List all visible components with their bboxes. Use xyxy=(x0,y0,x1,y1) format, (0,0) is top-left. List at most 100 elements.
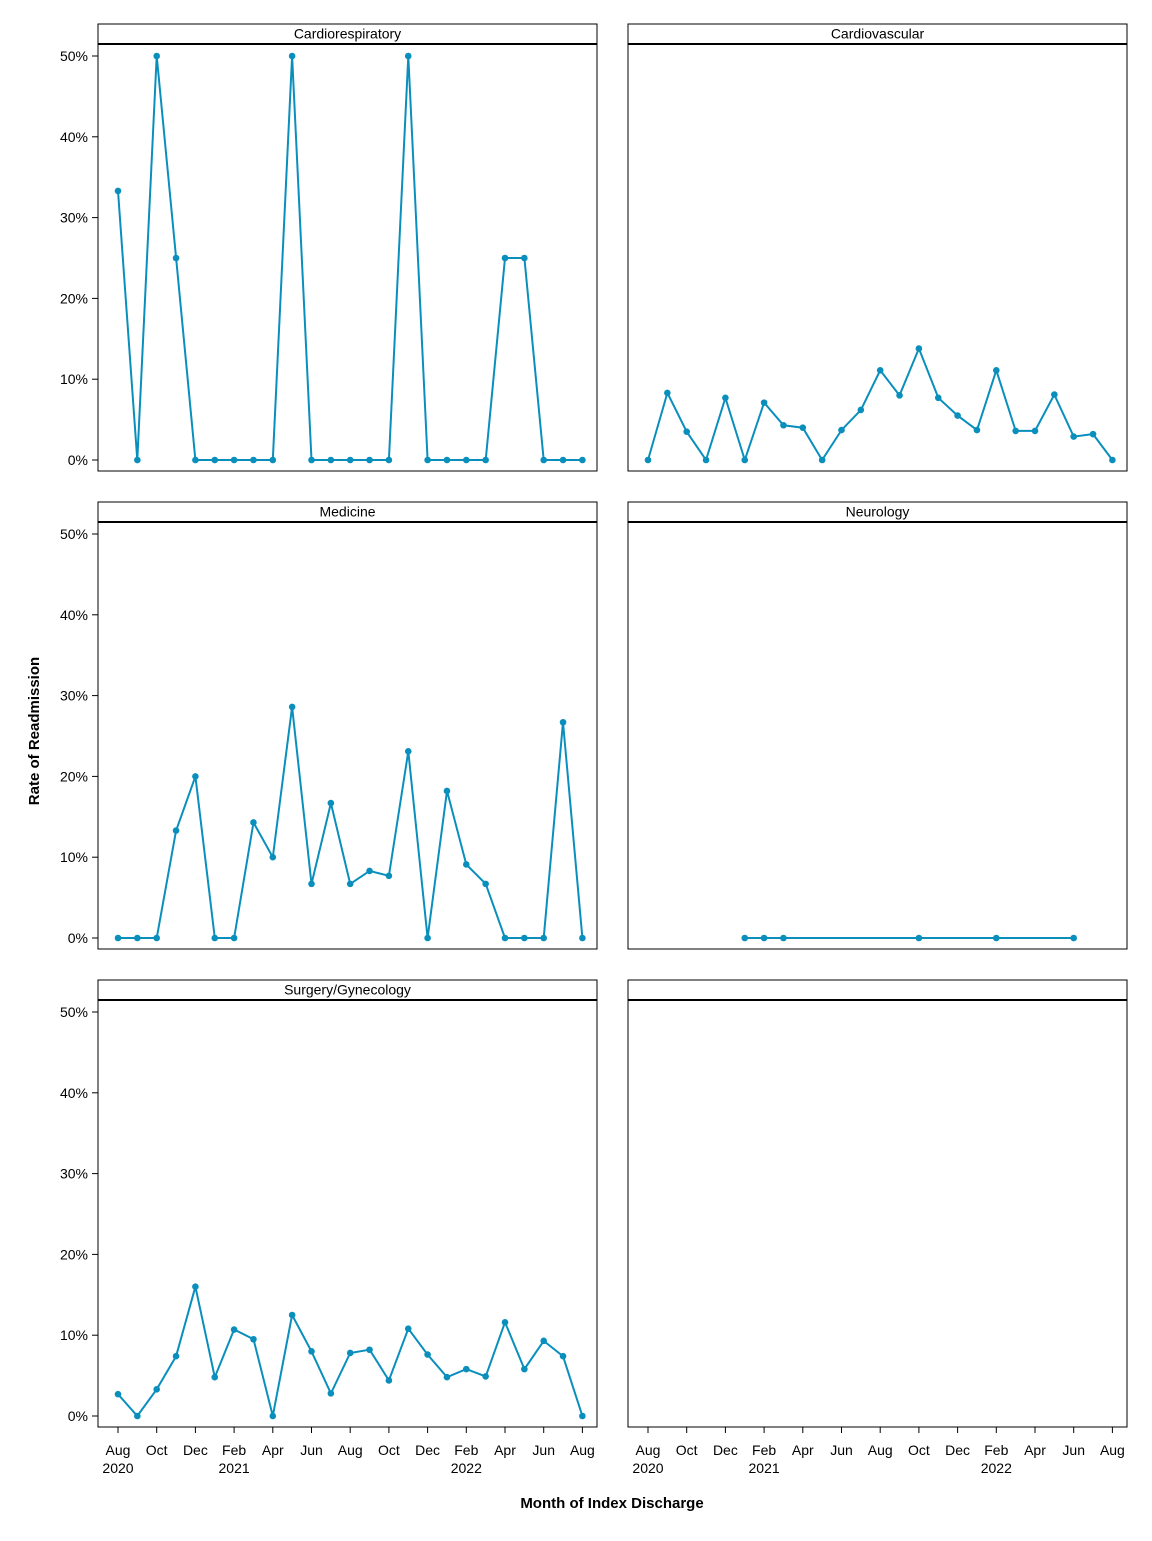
data-point xyxy=(230,934,238,942)
data-point xyxy=(327,1390,335,1397)
x-tick-label: Jun xyxy=(300,1442,323,1458)
data-point xyxy=(876,367,884,374)
data-point xyxy=(288,52,296,60)
x-tick-label: Apr xyxy=(792,1442,814,1458)
panel-empty xyxy=(627,979,1128,1428)
x-tick-year-label: 2021 xyxy=(749,1460,780,1476)
y-tick-label: 10% xyxy=(60,371,88,387)
data-point xyxy=(780,421,787,429)
data-point xyxy=(579,1412,586,1420)
panel-title: Neurology xyxy=(846,504,910,520)
y-tick-label: 0% xyxy=(68,930,88,946)
y-tick-label: 50% xyxy=(60,1004,88,1020)
data-point xyxy=(443,456,451,464)
data-point xyxy=(366,1346,373,1354)
data-point xyxy=(172,827,180,834)
x-tick-label: Aug xyxy=(1100,1442,1125,1458)
x-tick-label: Dec xyxy=(945,1442,970,1458)
x-tick-year-label: 2022 xyxy=(451,1460,482,1476)
data-point xyxy=(1031,427,1039,435)
data-point xyxy=(424,1351,431,1358)
x-tick-label: Aug xyxy=(106,1442,131,1458)
data-point xyxy=(443,787,451,795)
data-point xyxy=(760,399,768,406)
data-point xyxy=(172,254,180,262)
x-tick-label: Feb xyxy=(222,1442,246,1458)
data-point xyxy=(463,456,470,464)
data-point xyxy=(424,456,431,464)
data-point xyxy=(644,456,652,464)
data-point xyxy=(973,426,981,434)
data-point xyxy=(114,1390,122,1398)
data-point xyxy=(308,880,315,888)
x-tick-label: Aug xyxy=(868,1442,893,1458)
x-tick-label: Feb xyxy=(454,1442,478,1458)
panel-title: Medicine xyxy=(319,504,375,520)
data-point xyxy=(915,345,923,352)
data-point xyxy=(404,748,412,755)
x-tick-label: Aug xyxy=(570,1442,595,1458)
x-tick-year-label: 2020 xyxy=(102,1460,133,1476)
data-point xyxy=(702,456,710,464)
data-point xyxy=(501,1318,509,1326)
panel-header xyxy=(627,979,1128,1001)
data-point xyxy=(741,934,749,942)
data-point xyxy=(153,1386,160,1393)
data-point xyxy=(1109,456,1116,464)
x-tick-label: Aug xyxy=(636,1442,661,1458)
data-point xyxy=(250,1335,257,1343)
data-point xyxy=(211,1373,219,1381)
data-point xyxy=(327,456,335,464)
data-point xyxy=(760,934,768,942)
y-tick-label: 50% xyxy=(60,526,88,542)
data-point xyxy=(443,1373,451,1381)
data-point xyxy=(857,406,865,414)
x-tick-label: Feb xyxy=(984,1442,1008,1458)
y-tick-label: 40% xyxy=(60,129,88,145)
x-tick-label: Jun xyxy=(830,1442,853,1458)
data-point xyxy=(192,1283,199,1291)
data-point xyxy=(540,456,547,464)
data-point xyxy=(308,1348,315,1355)
x-tick-label: Oct xyxy=(908,1442,930,1458)
data-point xyxy=(269,1412,277,1420)
data-point xyxy=(114,934,122,942)
data-point xyxy=(540,934,547,942)
data-point xyxy=(838,426,845,434)
data-point xyxy=(1089,430,1097,438)
panel-title: Cardiorespiratory xyxy=(294,26,401,42)
data-point xyxy=(230,456,238,464)
x-tick-label: Oct xyxy=(146,1442,168,1458)
data-point xyxy=(579,456,586,464)
x-tick-label: Aug xyxy=(338,1442,363,1458)
data-point xyxy=(501,254,509,262)
data-point xyxy=(269,456,277,464)
x-tick-label: Jun xyxy=(1062,1442,1085,1458)
x-tick-label: Apr xyxy=(1024,1442,1046,1458)
data-point xyxy=(385,456,393,464)
data-point xyxy=(192,456,199,464)
y-tick-label: 20% xyxy=(60,1246,88,1262)
data-point xyxy=(482,1373,489,1380)
panel-cardiovascular: Cardiovascular xyxy=(627,23,1128,472)
x-tick-label: Dec xyxy=(415,1442,440,1458)
data-point xyxy=(250,456,257,464)
plot-frame xyxy=(627,43,1128,472)
data-point xyxy=(559,1352,567,1360)
y-tick-label: 10% xyxy=(60,1327,88,1343)
data-point xyxy=(521,254,528,262)
data-point xyxy=(211,456,219,464)
data-point xyxy=(664,389,671,397)
data-point xyxy=(954,412,961,419)
data-point xyxy=(327,799,335,807)
data-point xyxy=(288,1311,296,1319)
data-point xyxy=(780,934,787,942)
data-point xyxy=(722,394,729,402)
x-tick-label: Feb xyxy=(752,1442,776,1458)
y-tick-label: 30% xyxy=(60,1166,88,1182)
plot-frame xyxy=(627,521,1128,950)
y-tick-label: 20% xyxy=(60,290,88,306)
data-point xyxy=(993,367,1000,374)
data-point xyxy=(192,773,199,780)
